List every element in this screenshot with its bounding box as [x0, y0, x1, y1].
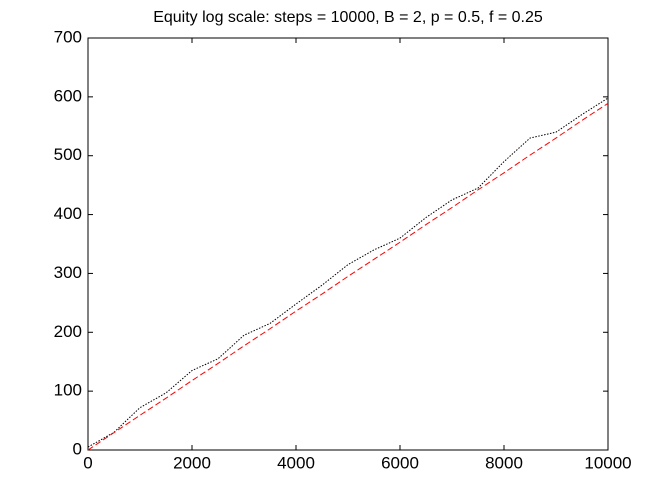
chart-title: Equity log scale: steps = 10000, B = 2, …	[153, 9, 543, 26]
x-tick-label: 6000	[381, 453, 419, 472]
x-tick-label: 2000	[173, 453, 211, 472]
y-tick-label: 600	[54, 86, 82, 105]
x-tick-label: 8000	[485, 453, 523, 472]
y-tick-label: 400	[54, 204, 82, 223]
y-tick-label: 100	[54, 381, 82, 400]
x-tick-label: 4000	[277, 453, 315, 472]
x-tick-label: 0	[83, 453, 92, 472]
x-tick-label: 10000	[584, 453, 631, 472]
series-line	[87, 97, 609, 448]
series-line	[87, 102, 609, 451]
y-tick-label: 500	[54, 145, 82, 164]
y-tick-label: 200	[54, 322, 82, 341]
y-tick-label: 0	[73, 439, 82, 458]
y-tick-label: 300	[54, 263, 82, 282]
y-tick-label: 700	[54, 27, 82, 46]
plot-frame	[87, 37, 609, 451]
